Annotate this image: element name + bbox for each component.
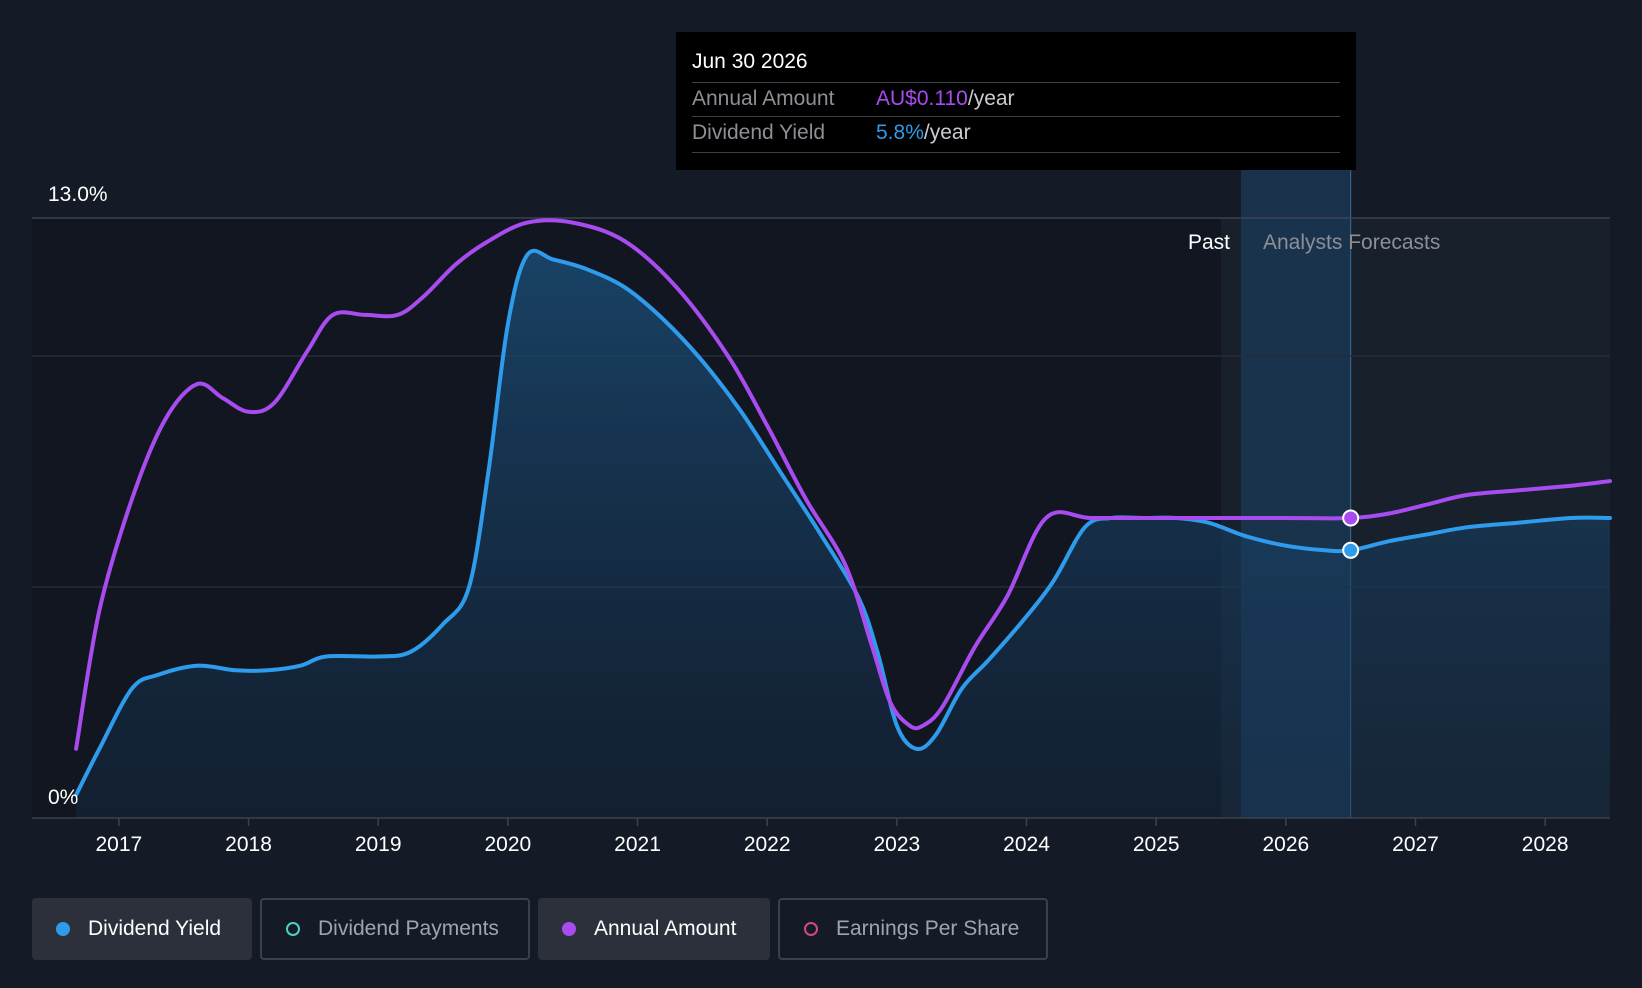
legend-annual-amount[interactable]: Annual Amount	[538, 898, 770, 960]
past-label: Past	[1188, 231, 1230, 254]
tooltip-yield-label: Dividend Yield	[692, 121, 826, 144]
hollow-circle-icon	[286, 922, 300, 936]
x-tick-label: 2019	[355, 833, 402, 856]
tooltip-yield-unit: /year	[923, 121, 971, 144]
y-axis-labels: 13.0% 0%	[48, 183, 108, 809]
legend-label: Dividend Payments	[318, 917, 499, 940]
x-tick-label: 2023	[873, 833, 920, 856]
hollow-circle-icon	[804, 922, 818, 936]
x-tick-label: 2021	[614, 833, 661, 856]
x-tick-label: 2028	[1522, 833, 1569, 856]
x-tick-label: 2025	[1133, 833, 1180, 856]
legend-label: Dividend Yield	[88, 917, 222, 940]
tooltip: Jun 30 2026 Annual Amount AU$0.110/year …	[676, 32, 1356, 170]
x-tick-label: 2027	[1392, 833, 1439, 856]
dividend-yield-line	[74, 248, 1612, 797]
tooltip-yield-row: Dividend Yield 5.8%/year	[692, 116, 1340, 151]
tooltip-yield-value: 5.8%	[876, 121, 924, 144]
x-tick-label: 2024	[1003, 833, 1050, 856]
annual-amount-line	[74, 218, 1612, 751]
x-tick-label: 2020	[485, 833, 532, 856]
x-tick-label: 2026	[1262, 833, 1309, 856]
x-axis-ticks: 2017 2018 2019 2020 2021 2022 2023 2024 2025 2026…	[96, 818, 1569, 856]
dividend-yield-area	[76, 250, 1611, 819]
tooltip-annual-value: AU$0.110	[876, 87, 968, 110]
tooltip-annual-unit: /year	[967, 87, 1015, 110]
y-tick-label-top: 13.0%	[48, 183, 108, 206]
forecast-label: Analysts Forecasts	[1263, 231, 1440, 254]
filled-circle-icon	[56, 922, 70, 936]
dividend-yield-marker[interactable]	[1342, 541, 1360, 559]
tooltip-annual-value-group: AU$0.110/year	[876, 87, 1015, 111]
legend-label: Earnings Per Share	[836, 917, 1020, 940]
filled-circle-icon	[562, 922, 576, 936]
annual-amount-marker[interactable]	[1342, 509, 1360, 527]
legend-earnings-per-share[interactable]: Earnings Per Share	[778, 898, 1048, 960]
y-tick-label-bottom: 0%	[48, 786, 78, 809]
tooltip-date: Jun 30 2026	[692, 50, 808, 73]
x-tick-label: 2018	[225, 833, 272, 856]
legend-dividend-yield[interactable]: Dividend Yield	[32, 898, 252, 960]
tooltip-annual-row: Annual Amount AU$0.110/year	[692, 82, 1340, 117]
x-tick-label: 2017	[96, 833, 143, 856]
tooltip-annual-label: Annual Amount	[692, 87, 835, 110]
legend-label: Annual Amount	[594, 917, 737, 940]
legend-dividend-payments[interactable]: Dividend Payments	[260, 898, 530, 960]
x-tick-label: 2022	[744, 833, 791, 856]
tooltip-yield-value-group: 5.8%/year	[876, 121, 971, 145]
tooltip-divider	[692, 152, 1340, 153]
